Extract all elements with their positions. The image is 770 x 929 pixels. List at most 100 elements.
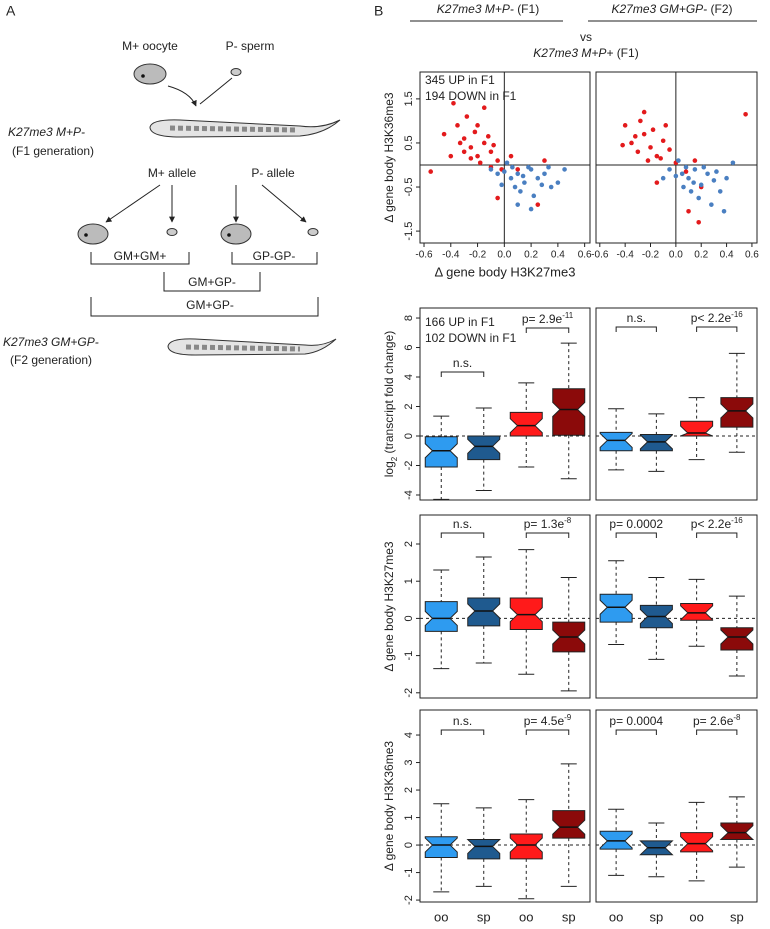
- point: [714, 169, 719, 174]
- point: [448, 153, 454, 159]
- point: [650, 127, 656, 133]
- y-tick-label: 2: [403, 787, 415, 793]
- point: [491, 142, 496, 148]
- point: [681, 184, 686, 190]
- point: [667, 167, 672, 172]
- bracket: [696, 532, 738, 538]
- legend-entry: 166 UP in F1: [425, 315, 495, 329]
- legend-entry: 102 DOWN in F1: [425, 331, 517, 345]
- point: [520, 173, 526, 179]
- point: [696, 195, 701, 201]
- point: [522, 180, 527, 185]
- generation: (F1): [517, 2, 539, 16]
- plot-frame: [595, 71, 758, 244]
- plot-frame: [595, 514, 758, 699]
- bracket-label: GP-GP-: [253, 249, 296, 263]
- worm: [149, 119, 341, 138]
- y-axis-label: log2 (transcript fold change): [382, 331, 398, 478]
- point: [555, 180, 561, 185]
- f2-generation: (F2 generation): [10, 353, 92, 367]
- point: [724, 175, 729, 181]
- point: [455, 123, 460, 128]
- box: [424, 601, 458, 632]
- point: [679, 171, 685, 177]
- bracket-label: GM+GP-: [186, 298, 234, 312]
- x-tick-label: -0.6: [591, 250, 609, 261]
- point: [488, 167, 494, 172]
- arrow: [199, 77, 233, 105]
- sperm: [166, 228, 178, 236]
- sperm: [307, 228, 319, 236]
- annotation: p= 0.0002: [609, 517, 663, 531]
- point: [535, 175, 541, 181]
- y-axis-label: Δ gene body H3K36me3: [382, 741, 396, 871]
- y-tick-label: 2: [403, 403, 415, 409]
- y-tick-label: 0: [403, 615, 415, 621]
- bracket: [163, 272, 261, 292]
- annotation-text: p= 2.9e: [522, 312, 563, 326]
- point: [546, 164, 551, 170]
- point: [535, 202, 541, 207]
- annotation: n.s.: [627, 311, 646, 325]
- point: [629, 140, 634, 146]
- box: [424, 836, 458, 858]
- genotype: K27me3 M+P+: [533, 46, 613, 60]
- f1-genotype: K27me3 M+P-: [8, 125, 85, 139]
- point: [676, 158, 681, 163]
- annotation: n.s.: [453, 714, 472, 728]
- y-tick-label: -1: [403, 868, 415, 878]
- point: [743, 112, 748, 117]
- point: [542, 171, 547, 177]
- panel-b-header: B K27me3 M+P- (F1) K27me3 GM+GP- (F2) vs…: [374, 2, 757, 60]
- x-tick-label: sp: [730, 909, 744, 924]
- point: [620, 142, 625, 148]
- m-allele: M+ allele: [148, 166, 197, 180]
- point: [461, 149, 467, 155]
- annotation-exponent: -16: [731, 310, 743, 319]
- annotation-text: n.s.: [453, 517, 472, 531]
- y-tick-label: -0.5: [403, 178, 415, 197]
- point: [663, 123, 669, 128]
- y-tick-label: 1: [403, 814, 415, 820]
- annotation: n.s.: [453, 356, 472, 370]
- oocyte: [220, 223, 252, 245]
- arrow: [105, 184, 161, 223]
- x-tick-label: oo: [434, 909, 448, 924]
- annotation-text: n.s.: [453, 714, 472, 728]
- x-tick-label: -0.2: [469, 250, 487, 261]
- annotation-exponent: -11: [562, 311, 574, 320]
- generation: (F2): [711, 2, 733, 16]
- annotation-exponent: -16: [731, 516, 743, 525]
- point: [562, 167, 567, 172]
- box: [424, 436, 458, 468]
- point: [464, 114, 470, 119]
- point: [515, 202, 521, 207]
- oocyte: [133, 63, 167, 85]
- y-tick-label: 3: [403, 759, 415, 765]
- annotation-text: p< 2.2e: [691, 517, 732, 531]
- point: [457, 140, 463, 146]
- y-tick-label: 1: [403, 578, 415, 584]
- y-tick-label: 0: [403, 433, 415, 439]
- bracket: [525, 327, 570, 333]
- x-tick-label: 0.4: [551, 250, 565, 261]
- arrow: [261, 184, 307, 223]
- point: [475, 153, 480, 159]
- panel-label: B: [374, 3, 383, 19]
- point: [518, 189, 523, 194]
- bracket: [696, 326, 738, 332]
- annotation: p< 2.2e-16: [691, 516, 743, 532]
- point: [683, 169, 689, 174]
- point: [548, 184, 554, 190]
- bracket: [525, 532, 570, 538]
- box: [509, 597, 543, 631]
- point: [495, 195, 500, 201]
- plot-frame: [419, 307, 591, 501]
- point: [686, 175, 691, 181]
- annotation-exponent: -8: [733, 713, 741, 722]
- bracket-label: GM+GM+: [114, 249, 167, 263]
- point: [495, 158, 500, 163]
- box: [680, 603, 714, 621]
- box: [720, 627, 754, 651]
- point: [645, 158, 651, 163]
